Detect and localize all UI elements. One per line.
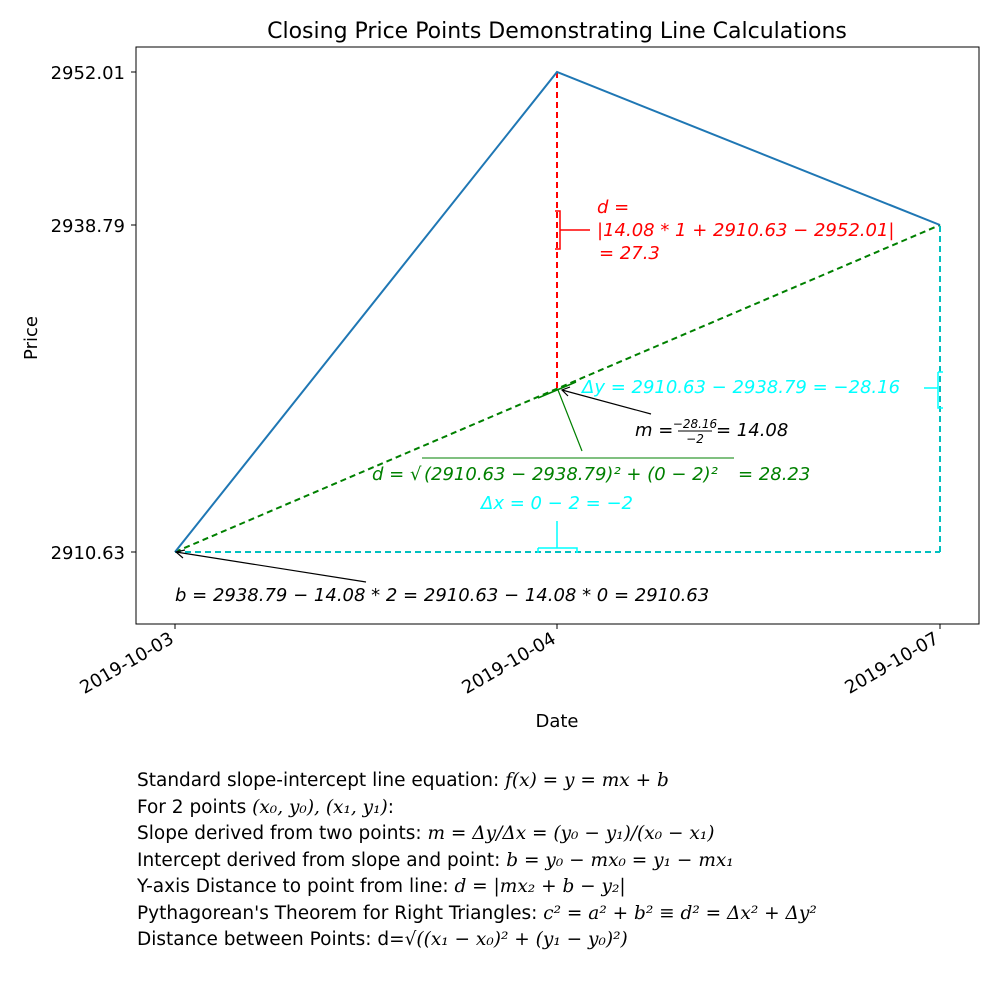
note-point-distance: Distance between Points: d=√((x₁ − x₀)² …	[137, 927, 987, 954]
hyp-bracket	[537, 381, 577, 399]
delta-y-bracket	[924, 371, 943, 409]
note-text: Pythagorean's Theorem for Right Triangle…	[137, 902, 544, 924]
slope-arrow-line	[561, 389, 652, 415]
hyp-annotation-left: d = √	[372, 464, 422, 485]
y-axis-label: Price	[21, 316, 42, 360]
note-math: c² = a² + b² ≡ d² = Δx² + Δy²	[543, 902, 817, 924]
note-slope: Slope derived from two points: m = Δy/Δx…	[137, 821, 987, 848]
slope-annotation-den: −2	[686, 432, 704, 446]
note-two-points: For 2 points (x₀, y₀), (x₁, y₁):	[137, 795, 987, 822]
note-math: (x₀, y₀), (x₁, y₁)	[252, 796, 388, 818]
note-math: √((x₁ − x₀)² + (y₁ − y₀)²)	[404, 929, 628, 950]
slope-annotation-num: −28.16	[673, 417, 718, 431]
price-series-line	[174, 70, 941, 553]
note-text: Standard slope-intercept line equation:	[137, 770, 506, 791]
chart: Closing Price Points Demonstrating Line …	[21, 19, 980, 732]
note-math: b = y₀ − mx₀ = y₁ − mx₁	[506, 849, 734, 871]
distance-annotation-line2: |14.08 * 1 + 2910.63 − 2952.01|	[597, 220, 894, 241]
note-text: Intercept derived from slope and point:	[137, 849, 507, 871]
y-tick-label: 2938.79	[51, 216, 125, 237]
intercept-arrow-line	[175, 551, 367, 583]
slope-annotation-result: = 14.08	[716, 420, 788, 441]
note-math: m = Δy/Δx = (y₀ − y₁)/(x₀ − x₁)	[427, 823, 715, 844]
note-math: d = |mx₂ + b − y₂|	[454, 876, 626, 897]
formula-notes: Standard slope-intercept line equation: …	[137, 768, 987, 954]
note-text: :	[387, 796, 394, 818]
distance-annotation-line1: d =	[597, 197, 629, 218]
note-text: Y-axis Distance to point from line:	[137, 876, 455, 897]
note-text: For 2 points	[137, 796, 253, 818]
y-tick-label: 2910.63	[51, 543, 125, 564]
intercept-annotation: b = 2938.79 − 14.08 * 2 = 2910.63 − 14.0…	[175, 585, 709, 606]
note-text: Distance between Points: d=	[137, 929, 405, 950]
x-tick-label: 2019-10-03	[76, 628, 177, 698]
note-math: f(x) = y = mx + b	[505, 770, 669, 791]
delta-y-annotation: Δy = 2910.63 − 2938.79 = −28.16	[580, 377, 900, 398]
note-intercept: Intercept derived from slope and point: …	[137, 848, 987, 875]
y-tick-label: 2952.01	[51, 63, 125, 84]
delta-x-annotation: Δx = 0 − 2 = −2	[479, 493, 633, 514]
hypotenuse-line	[174, 224, 941, 553]
note-text: Slope derived from two points:	[137, 823, 428, 844]
hyp-annotation-inner: (2910.63 − 2938.79)² + (0 − 2)²	[424, 464, 718, 485]
chart-title: Closing Price Points Demonstrating Line …	[267, 19, 847, 44]
note-y-distance: Y-axis Distance to point from line: d = …	[137, 874, 987, 901]
note-line-equation: Standard slope-intercept line equation: …	[137, 768, 987, 795]
hyp-arrow-line	[557, 389, 583, 452]
x-tick-label: 2019-10-04	[458, 628, 559, 698]
x-tick-label: 2019-10-07	[841, 628, 942, 698]
intercept-arrow-head	[174, 549, 186, 559]
slope-arrow-head	[560, 386, 571, 397]
x-axis-label: Date	[535, 711, 578, 732]
note-pythagorean: Pythagorean's Theorem for Right Triangle…	[137, 901, 987, 928]
hyp-annotation-right: = 28.23	[738, 464, 810, 485]
distance-annotation-line3: = 27.3	[599, 243, 660, 264]
delta-x-bracket	[537, 521, 578, 553]
slope-annotation-m: m =	[635, 420, 673, 441]
distance-bracket	[555, 210, 590, 250]
